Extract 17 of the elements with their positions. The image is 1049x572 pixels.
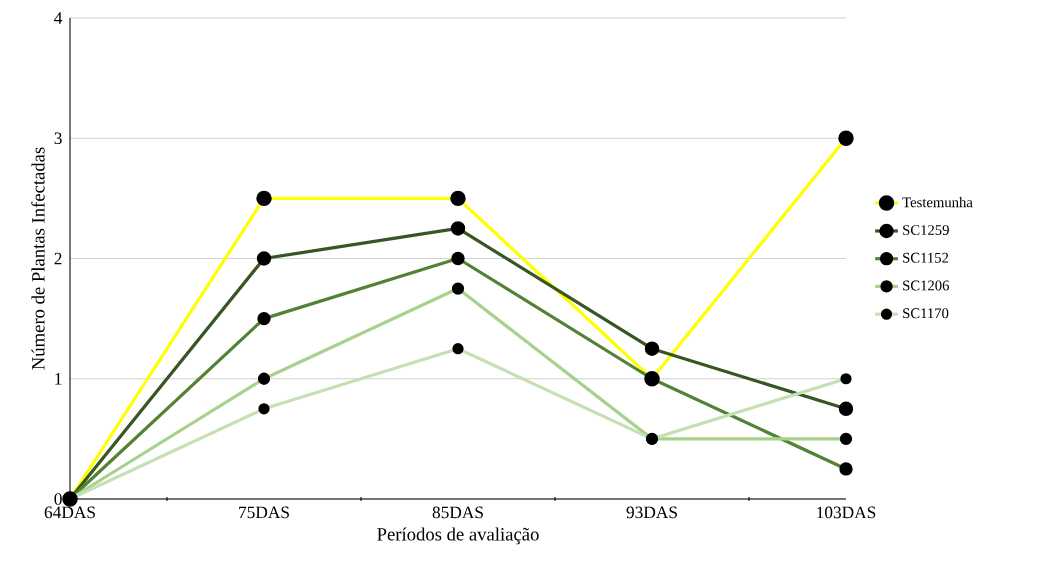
y-axis-title: Número de Plantas Infectadas [31,147,45,370]
y-tick-label: 0 [54,493,62,505]
legend-label: SC1259 [903,225,949,235]
x-axis-title: Períodos de avaliação [377,527,539,545]
x-tick-label: 75DAS [239,506,289,519]
x-tick-label: 93DAS [626,506,677,519]
y-tick-label: 3 [54,132,62,145]
legend-label: SC1170 [903,308,949,319]
y-tick-label: 2 [54,252,62,265]
y-tick-label: 1 [55,373,62,385]
x-tick-label: 64DAS [44,506,95,519]
x-tick-label: 103DAS [817,506,876,519]
legend-label: SC1152 [903,252,949,263]
x-tick-label: 85DAS [432,506,483,519]
legend-label: SC1206 [903,280,950,291]
legend-label: Testemunha [902,196,973,208]
y-tick-label: 4 [54,12,63,24]
